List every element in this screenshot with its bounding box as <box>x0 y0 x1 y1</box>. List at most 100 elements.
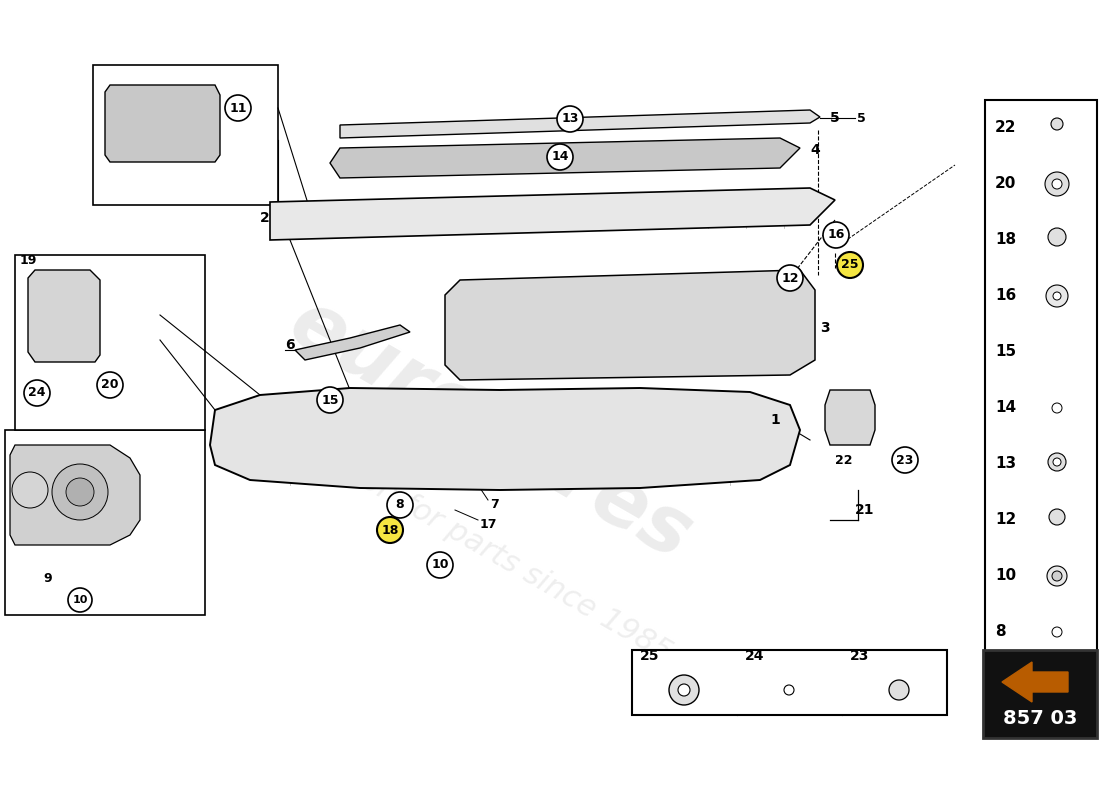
Circle shape <box>1050 118 1063 130</box>
Text: 14: 14 <box>551 150 569 163</box>
Circle shape <box>1053 458 1062 466</box>
Text: 5: 5 <box>857 111 866 125</box>
Text: 20: 20 <box>101 378 119 391</box>
Circle shape <box>24 380 50 406</box>
Circle shape <box>784 685 794 695</box>
Circle shape <box>669 675 698 705</box>
Text: 5: 5 <box>830 111 839 125</box>
Text: 18: 18 <box>996 233 1016 247</box>
Text: 4: 4 <box>810 143 820 157</box>
Text: 18: 18 <box>382 523 398 537</box>
Circle shape <box>837 252 864 278</box>
Polygon shape <box>210 388 800 490</box>
Polygon shape <box>28 270 100 362</box>
Bar <box>20 568 95 590</box>
Bar <box>1054 586 1060 596</box>
Text: 12: 12 <box>781 271 799 285</box>
Circle shape <box>889 680 909 700</box>
Polygon shape <box>825 390 874 445</box>
Text: 8: 8 <box>396 498 405 511</box>
Text: 2: 2 <box>260 211 270 225</box>
Polygon shape <box>1046 620 1067 644</box>
Circle shape <box>1052 403 1062 413</box>
Circle shape <box>1052 571 1062 581</box>
Text: 12: 12 <box>996 513 1016 527</box>
Bar <box>94 65 278 205</box>
Bar <box>984 100 1097 660</box>
Text: 10: 10 <box>996 569 1016 583</box>
Polygon shape <box>330 138 800 178</box>
Circle shape <box>66 478 94 506</box>
Circle shape <box>1049 509 1065 525</box>
Text: 25: 25 <box>640 649 660 663</box>
Text: 8: 8 <box>996 625 1005 639</box>
Bar <box>15 255 205 430</box>
Circle shape <box>1048 453 1066 471</box>
Circle shape <box>427 552 453 578</box>
Circle shape <box>97 372 123 398</box>
Text: 10: 10 <box>431 558 449 571</box>
Text: 11: 11 <box>229 102 246 114</box>
Circle shape <box>547 144 573 170</box>
Text: 22: 22 <box>835 454 852 466</box>
Text: 15: 15 <box>321 394 339 406</box>
Text: 1: 1 <box>770 413 780 427</box>
Text: 21: 21 <box>855 503 875 517</box>
Circle shape <box>777 265 803 291</box>
Circle shape <box>1047 566 1067 586</box>
Bar <box>632 650 947 715</box>
Text: 22: 22 <box>996 121 1016 135</box>
Bar <box>100 290 130 302</box>
Text: 9: 9 <box>44 573 53 586</box>
Circle shape <box>823 222 849 248</box>
Polygon shape <box>295 325 410 360</box>
Circle shape <box>1045 172 1069 196</box>
Circle shape <box>317 387 343 413</box>
Bar <box>983 650 1097 738</box>
Text: 10: 10 <box>73 595 88 605</box>
Polygon shape <box>10 445 140 545</box>
Circle shape <box>387 492 412 518</box>
Text: 13: 13 <box>561 113 579 126</box>
Bar <box>1055 471 1059 481</box>
Bar <box>1055 130 1059 142</box>
Text: 6: 6 <box>285 338 295 352</box>
Text: 24: 24 <box>745 649 764 663</box>
Text: 17: 17 <box>480 518 497 531</box>
Circle shape <box>557 106 583 132</box>
Text: 15: 15 <box>996 345 1016 359</box>
Text: eurocäres: eurocäres <box>275 283 705 577</box>
Text: 24: 24 <box>29 386 46 399</box>
Circle shape <box>1046 285 1068 307</box>
Bar <box>100 330 130 342</box>
Polygon shape <box>1045 342 1069 360</box>
Polygon shape <box>1002 662 1068 702</box>
Circle shape <box>1052 627 1062 637</box>
Circle shape <box>68 588 92 612</box>
Text: 7: 7 <box>490 498 498 511</box>
Polygon shape <box>446 270 815 380</box>
Text: 14: 14 <box>996 401 1016 415</box>
Text: 857 03: 857 03 <box>1003 709 1077 727</box>
Circle shape <box>226 95 251 121</box>
Bar <box>1054 246 1060 254</box>
Circle shape <box>1052 179 1062 189</box>
Circle shape <box>892 447 918 473</box>
Circle shape <box>1048 228 1066 246</box>
Bar <box>1044 400 1070 416</box>
Circle shape <box>52 464 108 520</box>
Text: 19: 19 <box>20 254 37 266</box>
Circle shape <box>12 472 48 508</box>
Bar <box>6 430 205 615</box>
Text: 23: 23 <box>850 649 869 663</box>
Circle shape <box>377 517 403 543</box>
Bar <box>100 310 130 322</box>
Text: a passion for parts since 1985: a passion for parts since 1985 <box>263 412 676 668</box>
Text: 16: 16 <box>827 229 845 242</box>
Polygon shape <box>340 110 820 138</box>
Bar <box>1055 525 1059 537</box>
Circle shape <box>678 684 690 696</box>
Circle shape <box>1053 292 1062 300</box>
Text: 16: 16 <box>996 289 1016 303</box>
Polygon shape <box>777 676 801 704</box>
